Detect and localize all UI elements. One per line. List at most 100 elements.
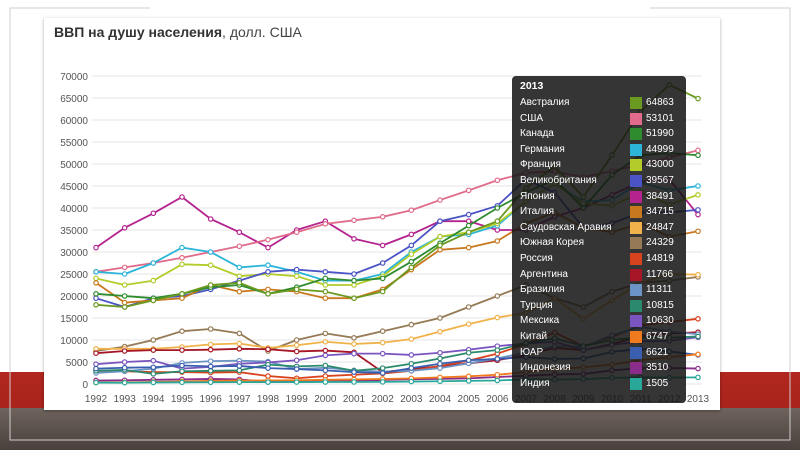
- data-point: [465, 211, 472, 218]
- tooltip-value: 11766: [646, 268, 674, 280]
- tooltip-row: Мексика 10630: [520, 314, 684, 328]
- data-point: [121, 293, 128, 299]
- data-point: [437, 365, 443, 371]
- data-point: [265, 286, 271, 293]
- tooltip-row: Канада 51990: [520, 127, 684, 141]
- data-point: [93, 365, 99, 372]
- data-point: [236, 279, 243, 286]
- data-point: [322, 347, 329, 354]
- data-point: [465, 222, 472, 229]
- chart-tooltip: 2013 Австралия 64863 США 53101 Канада 51990 Ге…: [512, 76, 686, 403]
- tooltip-value: 51990: [646, 128, 674, 140]
- tooltip-value: 38491: [646, 190, 674, 202]
- tooltip-value: 34715: [646, 206, 674, 218]
- data-point: [408, 321, 415, 328]
- data-point: [322, 379, 329, 385]
- data-point: [121, 379, 128, 386]
- data-point: [93, 275, 99, 282]
- tooltip-country-name: Южная Корея: [520, 237, 584, 249]
- tooltip-color-swatch: [630, 128, 642, 141]
- y-tick-label: 30000: [60, 248, 88, 259]
- x-tick-label: 2000: [314, 394, 337, 405]
- data-point: [379, 328, 386, 335]
- data-point: [207, 379, 214, 386]
- data-point: [322, 275, 329, 282]
- data-point: [437, 242, 443, 249]
- tooltip-row: Россия 14819: [520, 252, 684, 266]
- data-point: [207, 363, 214, 370]
- data-point: [695, 192, 701, 198]
- data-point: [236, 288, 243, 295]
- data-point: [351, 369, 357, 375]
- data-point: [465, 373, 472, 380]
- data-point: [695, 95, 701, 102]
- tooltip-country-name: Индонезия: [520, 362, 571, 374]
- data-point: [293, 273, 300, 280]
- data-point: [207, 282, 214, 288]
- data-point: [379, 288, 386, 295]
- data-point: [351, 236, 357, 242]
- data-point: [93, 268, 99, 275]
- y-tick-label: 5000: [66, 358, 89, 369]
- data-point: [695, 315, 701, 322]
- tooltip-row: Южная Корея 24329: [520, 236, 684, 250]
- tooltip-color-swatch: [630, 112, 642, 125]
- tooltip-row: Австралия 64863: [520, 96, 684, 110]
- tooltip-country-name: Бразилия: [520, 284, 565, 296]
- data-point: [179, 290, 185, 297]
- data-point: [695, 211, 701, 218]
- data-point: [408, 242, 415, 249]
- data-point: [236, 363, 243, 369]
- data-point: [408, 207, 415, 214]
- data-point: [293, 342, 300, 349]
- data-point: [379, 275, 386, 282]
- data-point: [351, 271, 357, 277]
- y-tick-label: 35000: [60, 226, 88, 237]
- data-point: [293, 337, 300, 343]
- data-point: [93, 379, 99, 386]
- data-point: [179, 254, 185, 261]
- data-point: [293, 286, 300, 293]
- data-point: [465, 187, 472, 194]
- tooltip-color-swatch: [630, 190, 642, 203]
- tooltip-color-swatch: [630, 362, 642, 375]
- y-tick-label: 10000: [60, 336, 88, 347]
- tooltip-country-name: Россия: [520, 253, 553, 264]
- data-point: [437, 247, 443, 253]
- tooltip-row: Китай 6747: [520, 330, 684, 344]
- tooltip-row: Турция 10815: [520, 299, 684, 313]
- data-point: [265, 236, 271, 243]
- data-point: [379, 260, 386, 266]
- tooltip-color-swatch: [630, 97, 642, 109]
- data-point: [121, 348, 128, 354]
- data-point: [408, 352, 415, 358]
- data-point: [494, 377, 501, 384]
- x-tick-label: 2006: [486, 394, 509, 405]
- data-point: [437, 328, 443, 335]
- y-tick-label: 15000: [60, 314, 88, 325]
- tooltip-country-name: Австралия: [520, 97, 570, 108]
- data-point: [179, 368, 185, 375]
- y-tick-label: 0: [82, 380, 88, 391]
- data-point: [236, 379, 243, 385]
- data-point: [207, 358, 214, 364]
- tooltip-row: Япония 38491: [520, 190, 684, 204]
- tooltip-color-swatch: [630, 331, 642, 343]
- tooltip-country-name: Канада: [520, 128, 554, 140]
- y-tick-label: 25000: [60, 270, 88, 281]
- data-point: [379, 350, 386, 357]
- tooltip-value: 14819: [646, 253, 674, 264]
- data-point: [408, 264, 415, 271]
- data-point: [494, 238, 501, 244]
- data-point: [695, 152, 701, 159]
- data-point: [494, 293, 501, 299]
- data-point: [494, 177, 501, 184]
- x-tick-label: 1999: [286, 394, 309, 405]
- tooltip-color-swatch: [630, 346, 642, 359]
- y-tick-label: 40000: [60, 204, 88, 215]
- data-point: [351, 282, 357, 288]
- tooltip-color-swatch: [630, 221, 642, 234]
- data-point: [150, 347, 157, 353]
- tooltip-row: Германия 44999: [520, 143, 684, 157]
- data-point: [293, 348, 300, 355]
